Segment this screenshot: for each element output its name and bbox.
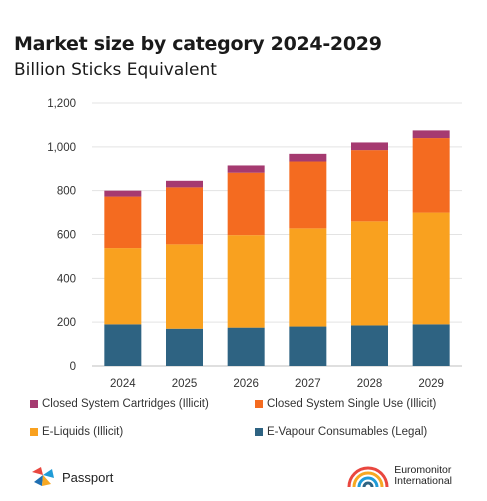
bar-segment [412, 324, 450, 366]
legend-label: Closed System Cartridges (Illicit) [42, 398, 209, 410]
bar-segment [166, 328, 203, 366]
euromonitor-logo: Euromonitor International [346, 464, 452, 488]
y-tick-label: 1,000 [47, 142, 76, 154]
euromonitor-line1: Euromonitor [394, 464, 452, 476]
bar-segment [412, 212, 450, 325]
bar-segment [351, 221, 388, 326]
legend-swatch [255, 428, 263, 436]
bar-segment [227, 235, 265, 328]
legend-item: E-Liquids (Illicit) [30, 426, 123, 438]
bar-segment [289, 161, 327, 229]
euromonitor-line2: International [394, 475, 452, 487]
bar-segment [412, 138, 450, 213]
legend-swatch [30, 428, 38, 436]
bar-segment [166, 180, 203, 188]
legend-item: Closed System Single Use (Illicit) [255, 398, 436, 410]
passport-icon [32, 467, 54, 486]
bar-segment [104, 324, 142, 366]
legend-item: Closed System Cartridges (Illicit) [30, 398, 209, 410]
footer: Passport Euromonitor International [0, 462, 487, 492]
x-tick-label: 2027 [295, 378, 321, 390]
stacked-bar-chart: 0 200 400 600 800 1,000 1,200 2024 2025 2026 2027 2… [47, 98, 462, 390]
bar-segment [227, 327, 265, 366]
passport-label: Passport [62, 469, 114, 485]
bar-segment [351, 325, 388, 366]
bar-segment [104, 248, 142, 325]
y-tick-label: 200 [57, 317, 76, 329]
legend-swatch [255, 400, 263, 408]
x-tick-label: 2028 [357, 378, 383, 390]
bar-segment [104, 196, 142, 249]
legend-label: E-Liquids (Illicit) [42, 426, 124, 438]
euromonitor-icon [347, 466, 389, 488]
y-tick-label: 0 [70, 361, 76, 373]
x-tick-label: 2024 [110, 378, 136, 390]
legend-item: E-Vapour Consumables (Legal) [255, 426, 427, 438]
x-tick-label: 2029 [418, 378, 444, 390]
legend-swatch [30, 400, 38, 408]
passport-logo: Passport [30, 466, 113, 488]
chart-title: Market size by category 2024-2029 [14, 33, 382, 55]
chart-subtitle: Billion Sticks Equivalent [14, 60, 217, 80]
y-tick-label: 1,200 [47, 98, 76, 110]
bar-segment [289, 228, 327, 327]
y-tick-label: 400 [57, 273, 76, 285]
y-tick-label: 800 [57, 186, 76, 198]
bar-segment [289, 326, 327, 366]
x-tick-label: 2026 [233, 378, 259, 390]
bar-segment [412, 130, 450, 139]
bar-segment [351, 142, 388, 151]
bar-segment [104, 190, 142, 197]
bar-segment [166, 244, 203, 329]
bar-segment [351, 150, 388, 222]
y-tick-label: 600 [57, 230, 76, 242]
bar-segment [166, 187, 203, 245]
legend-label: Closed System Single Use (Illicit) [267, 398, 437, 410]
legend-label: E-Vapour Consumables (Legal) [267, 426, 428, 438]
x-tick-label: 2025 [172, 378, 198, 390]
bar-segment [227, 172, 265, 236]
bar-segment [227, 165, 265, 173]
bar-segment [289, 153, 327, 162]
